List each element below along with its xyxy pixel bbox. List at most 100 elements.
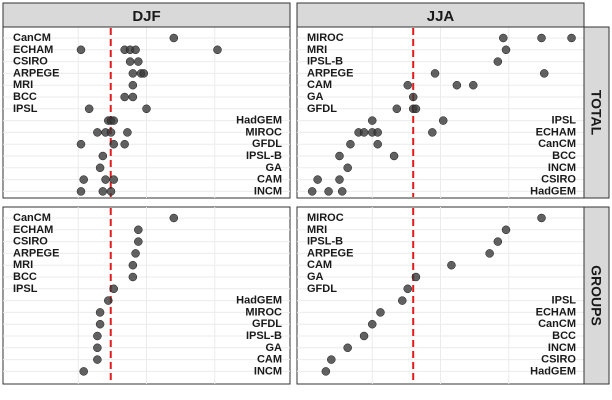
series-label: GA bbox=[307, 271, 324, 283]
data-point bbox=[343, 163, 352, 173]
data-point bbox=[109, 175, 118, 184]
data-point bbox=[567, 33, 576, 43]
series-label: ARPEGE bbox=[307, 67, 353, 79]
series-label: MRI bbox=[307, 224, 327, 236]
data-point bbox=[452, 80, 462, 90]
series-label: BCC bbox=[552, 150, 576, 162]
series-label: INCM bbox=[548, 342, 576, 354]
series-label: MRI bbox=[13, 79, 33, 91]
data-point bbox=[131, 249, 140, 258]
series-label: GFDL bbox=[307, 283, 337, 295]
data-point bbox=[131, 45, 140, 55]
series-label: ARPEGE bbox=[13, 67, 59, 79]
data-point bbox=[403, 284, 412, 294]
series-label: CSIRO bbox=[541, 174, 576, 186]
data-point bbox=[128, 92, 138, 102]
data-point bbox=[373, 139, 382, 149]
series-label: MRI bbox=[307, 44, 327, 56]
column-strip-label: JJA bbox=[427, 8, 455, 25]
data-point bbox=[408, 92, 418, 102]
series-label: GFDL bbox=[307, 103, 337, 115]
data-point bbox=[313, 175, 322, 184]
data-point bbox=[335, 175, 344, 184]
data-point bbox=[128, 260, 138, 270]
data-point bbox=[101, 175, 110, 184]
data-point bbox=[142, 104, 151, 114]
series-label: IPSL-B bbox=[307, 56, 343, 68]
data-point bbox=[469, 80, 478, 90]
data-point bbox=[134, 225, 143, 235]
data-point bbox=[95, 319, 105, 329]
series-label: CAM bbox=[257, 354, 282, 366]
data-point bbox=[411, 104, 421, 114]
data-point bbox=[324, 187, 333, 196]
series-label: INCM bbox=[254, 185, 282, 197]
series-label: BCC bbox=[13, 271, 37, 283]
data-point bbox=[359, 331, 369, 341]
data-point bbox=[337, 187, 347, 196]
data-point bbox=[104, 296, 113, 305]
series-label: HadGEM bbox=[236, 115, 282, 127]
data-point bbox=[128, 80, 138, 90]
data-point bbox=[368, 116, 377, 125]
data-point bbox=[335, 151, 344, 161]
data-point bbox=[539, 69, 549, 78]
series-label: IPSL bbox=[552, 115, 577, 127]
series-label: MIROC bbox=[245, 126, 282, 138]
data-point bbox=[128, 272, 138, 282]
series-label: IPSL bbox=[13, 283, 38, 295]
series-label: INCM bbox=[254, 365, 282, 377]
series-label: IPSL-B bbox=[246, 330, 282, 342]
series-label: ARPEGE bbox=[307, 247, 353, 259]
series-label: HadGEM bbox=[236, 295, 282, 307]
data-point bbox=[403, 80, 412, 90]
series-label: CAM bbox=[257, 174, 282, 186]
data-point bbox=[93, 128, 102, 137]
data-point bbox=[106, 128, 116, 137]
data-point bbox=[343, 343, 352, 353]
series-label: ECHAM bbox=[536, 306, 576, 318]
strips-layer: DJF JJA TOTAL GROUPS bbox=[2, 2, 610, 385]
data-point bbox=[139, 69, 149, 78]
series-label: CSIRO bbox=[13, 236, 48, 248]
data-point bbox=[327, 355, 336, 364]
data-point bbox=[93, 331, 102, 341]
data-point bbox=[169, 213, 179, 223]
series-label: HadGEM bbox=[530, 365, 576, 377]
data-point bbox=[169, 33, 179, 43]
row-strip-label: GROUPS bbox=[589, 265, 605, 326]
data-point bbox=[501, 45, 511, 55]
data-point bbox=[76, 187, 86, 196]
data-point bbox=[485, 249, 494, 258]
data-point bbox=[389, 151, 399, 161]
series-label: GFDL bbox=[252, 318, 282, 330]
data-point bbox=[93, 343, 102, 353]
column-strip-jja bbox=[296, 2, 585, 28]
data-point bbox=[411, 272, 421, 282]
data-point bbox=[76, 139, 86, 149]
series-label: ECHAM bbox=[13, 224, 53, 236]
data-point bbox=[493, 237, 503, 246]
data-point bbox=[109, 139, 118, 149]
series-label: IPSL bbox=[552, 295, 577, 307]
series-label: INCM bbox=[548, 162, 576, 174]
series-label: GA bbox=[266, 162, 283, 174]
column-strip-djf bbox=[2, 2, 291, 28]
series-label: IPSL bbox=[13, 103, 38, 115]
data-point bbox=[537, 213, 546, 223]
series-label: CanCM bbox=[538, 138, 576, 150]
series-label: ECHAM bbox=[536, 126, 576, 138]
data-point bbox=[79, 175, 88, 184]
series-label: MIROC bbox=[307, 212, 344, 224]
data-point bbox=[430, 69, 440, 78]
series-label: ARPEGE bbox=[13, 247, 59, 259]
series-label: BCC bbox=[552, 330, 576, 342]
data-point bbox=[501, 225, 511, 235]
data-point bbox=[134, 57, 143, 66]
data-point bbox=[438, 116, 448, 125]
data-point bbox=[120, 139, 129, 149]
